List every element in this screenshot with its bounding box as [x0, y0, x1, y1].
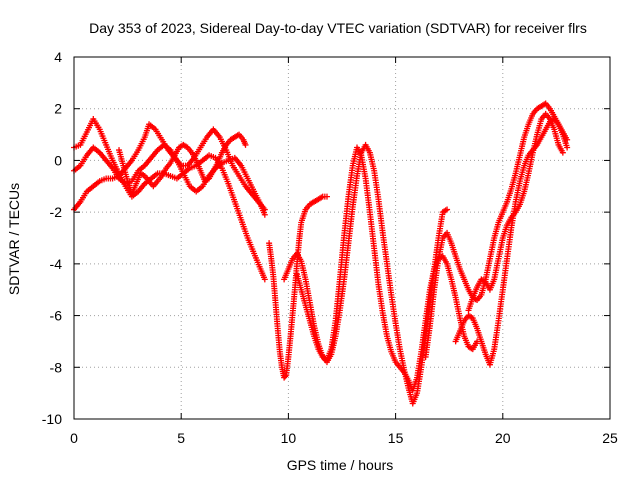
series-track-d	[116, 131, 249, 198]
data-point-track-f	[444, 206, 451, 213]
x-tick-label-20: 20	[495, 430, 511, 446]
data-point-track-i	[564, 136, 571, 143]
plot-frame	[73, 56, 611, 420]
chart-title: Day 353 of 2023, Sidereal Day-to-day VTE…	[89, 20, 587, 36]
data-point-track-e	[323, 193, 330, 200]
axis-ticks: 0 5 10 15 20 25 -10 -8 -6 -4 -2 0 2 4	[42, 49, 618, 446]
y-tick-label-2: 2	[54, 101, 62, 117]
y-tick-label--4: -4	[50, 256, 63, 272]
data-point-track-a	[261, 276, 268, 283]
x-tick-label-25: 25	[602, 430, 618, 446]
data-point-track-e	[282, 373, 289, 380]
y-tick-label--10: -10	[42, 411, 62, 427]
data-point-track-d	[242, 141, 249, 148]
series-track-i	[452, 116, 571, 368]
x-tick-label-10: 10	[281, 430, 297, 446]
x-tick-label-0: 0	[70, 430, 78, 446]
y-tick-label-0: 0	[54, 152, 62, 168]
y-axis-label: SDTVAR / TECUs	[6, 183, 22, 295]
x-tick-label-15: 15	[388, 430, 404, 446]
x-tick-label-5: 5	[177, 430, 185, 446]
data-point-track-c	[261, 211, 268, 218]
y-tick-label--6: -6	[50, 308, 63, 324]
data-point-track-j	[559, 149, 566, 156]
data-points	[71, 100, 571, 407]
x-axis-label: GPS time / hours	[287, 457, 394, 473]
data-point-track-h	[564, 144, 571, 151]
series-track-h	[422, 100, 571, 360]
series-track-g	[293, 144, 481, 394]
y-tick-label--8: -8	[50, 359, 63, 375]
series-track-j	[465, 110, 566, 314]
y-tick-label-4: 4	[54, 49, 62, 65]
y-tick-label--2: -2	[50, 204, 63, 220]
